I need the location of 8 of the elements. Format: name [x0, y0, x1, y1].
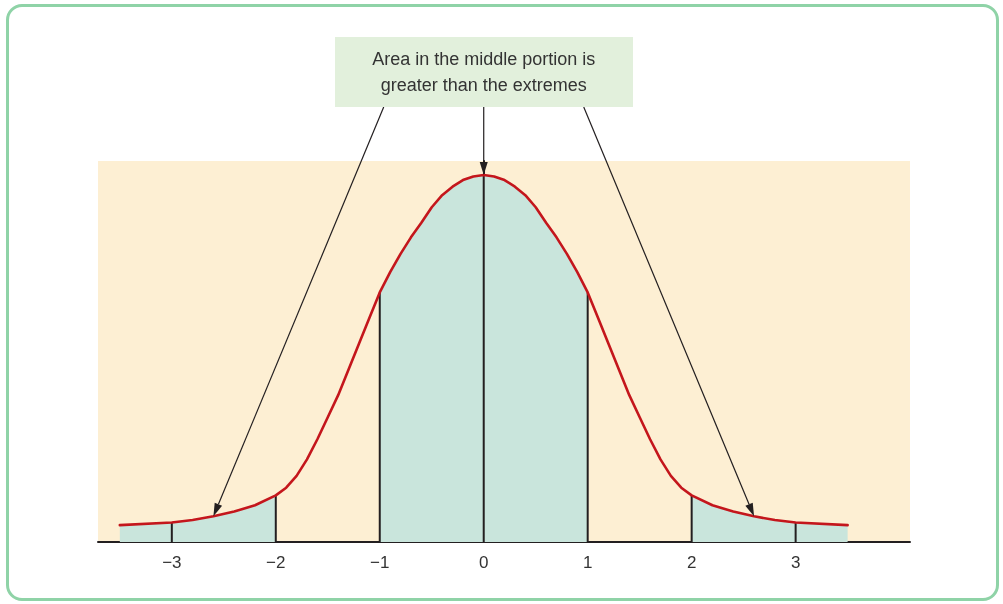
x-tick-label: 3	[790, 553, 801, 572]
x-tick-label: −3	[162, 553, 182, 572]
x-tick-label: 1	[582, 553, 593, 572]
x-tick-label: 2	[686, 553, 697, 572]
x-tick-label: 0	[478, 553, 489, 572]
x-tick-label: −1	[370, 553, 390, 572]
x-tick-label: −2	[266, 553, 286, 572]
text: Area in the middle portion is greater than the extremes	[371, 48, 597, 97]
